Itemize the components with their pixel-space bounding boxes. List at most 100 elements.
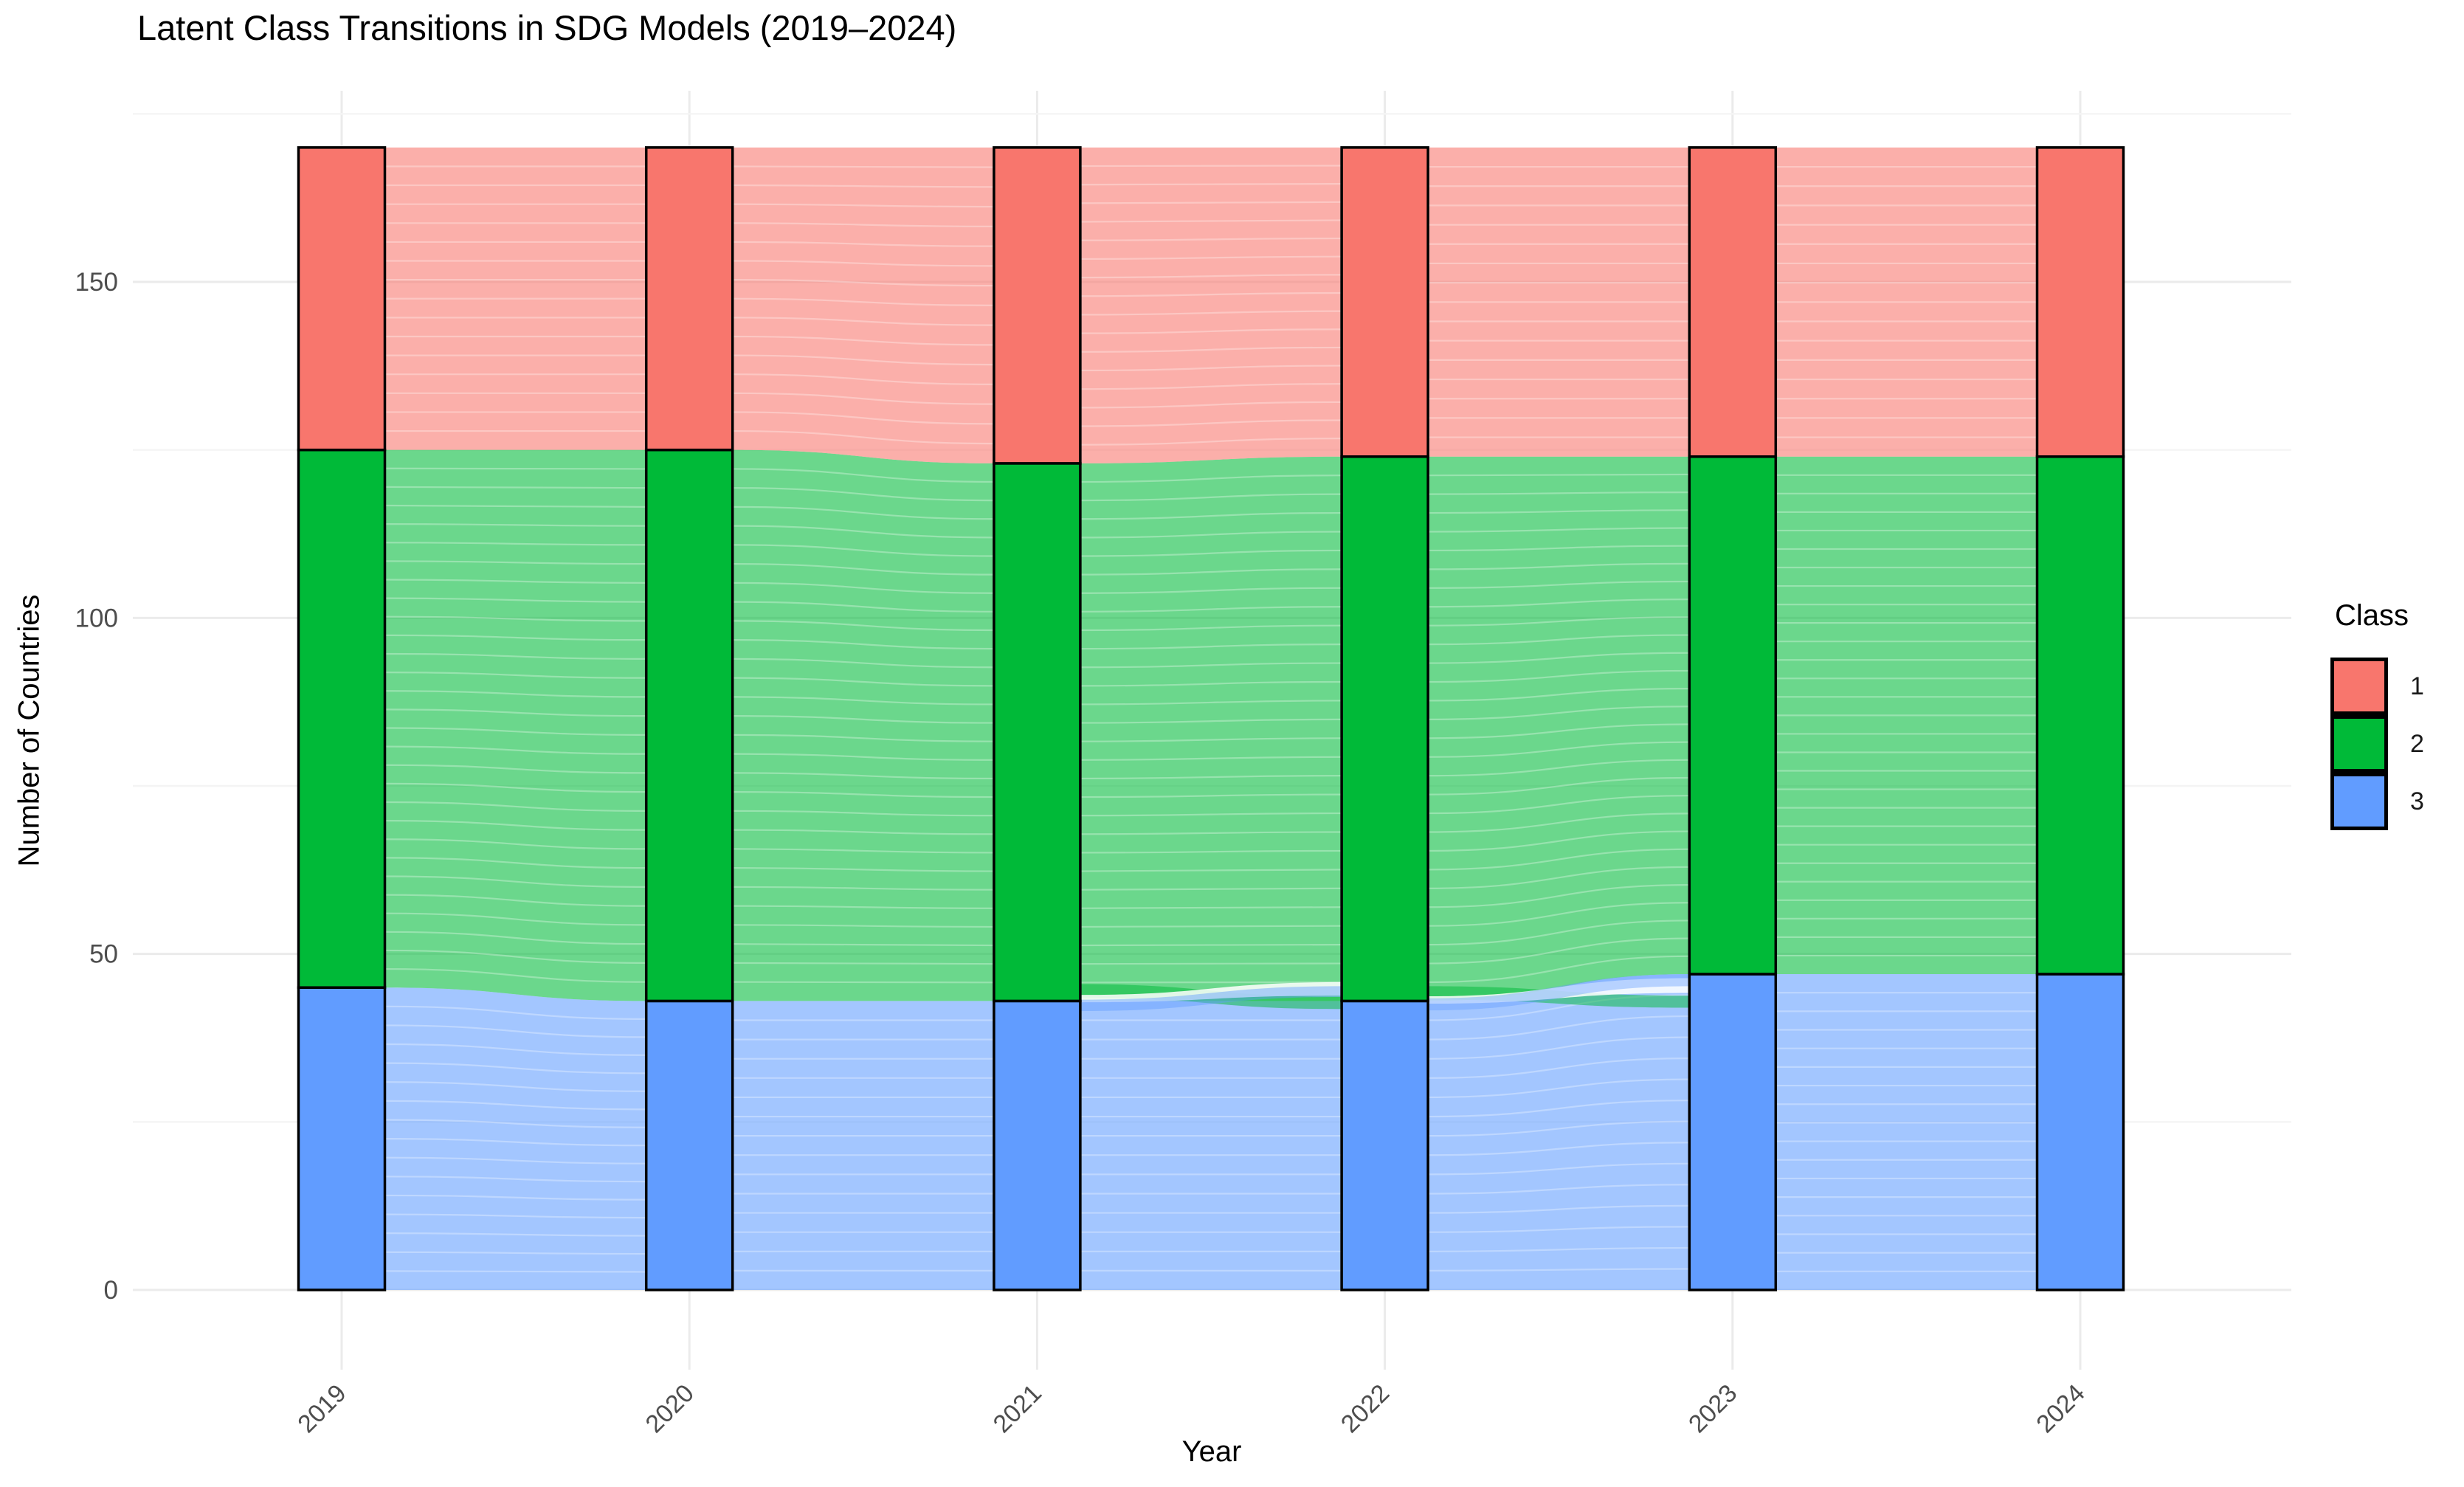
flow-stripe — [1079, 237, 1343, 241]
flow-stripe — [1427, 1078, 1691, 1099]
flow-stripe — [384, 967, 647, 983]
flow-stripe — [731, 905, 995, 909]
flow-stripe — [1427, 759, 1691, 777]
flow-stripe — [1427, 1204, 1691, 1214]
flow-stripe — [731, 886, 995, 891]
flow-stripe — [731, 544, 995, 557]
flow-stripe — [1427, 937, 1691, 965]
x-tick-label: 2021 — [988, 1379, 1047, 1438]
flow-stripe — [384, 1100, 647, 1111]
flow-stripe — [731, 810, 995, 817]
flow-stripe — [1079, 869, 1343, 872]
flow-stripe — [384, 764, 647, 774]
flow-stripe — [384, 1251, 647, 1255]
flow-stripe — [384, 690, 647, 698]
flow-stripe — [1079, 812, 1343, 817]
flow-stripe — [1427, 1162, 1691, 1176]
flow-stripe — [1079, 793, 1343, 798]
strata-bars — [297, 146, 2125, 1291]
flow-stripe — [384, 1062, 647, 1074]
flow-stripe — [1079, 310, 1343, 316]
flow-stripe — [1427, 1058, 1691, 1079]
flow-stripe — [1079, 568, 1343, 576]
stratum-bar — [644, 999, 734, 1291]
flow-stripe — [1079, 291, 1343, 297]
stratum-bar — [1340, 999, 1429, 1291]
flow-stripe — [384, 894, 647, 907]
flow-stripe — [731, 279, 995, 287]
flow-stripe — [384, 560, 647, 565]
flow-stripe — [731, 677, 995, 687]
flow-stripe — [1427, 545, 1691, 552]
flow-stripe — [384, 838, 647, 850]
crossing-streak — [1079, 981, 1343, 1003]
flow-stripe — [384, 745, 647, 755]
flow-stripe — [1427, 776, 1691, 796]
stratum-bar — [2035, 146, 2125, 458]
flow-stripe — [1079, 165, 1343, 168]
flow-ribbon — [731, 1001, 995, 1290]
flow-stripe — [1427, 509, 1691, 514]
flow-stripe — [384, 652, 647, 660]
flow-stripe — [731, 203, 995, 208]
stratum-bar — [1688, 973, 1778, 1291]
flow-stripe — [731, 639, 995, 650]
y-tick-label: 150 — [75, 268, 118, 297]
flow-stripe — [1427, 1100, 1691, 1118]
stratum-bar — [644, 146, 734, 452]
flow-ribbon — [1079, 147, 1343, 463]
x-tick-label: 2024 — [2031, 1379, 2090, 1438]
flow-stripe — [731, 962, 995, 965]
flow-stripe — [1079, 255, 1343, 261]
flow-stripe — [384, 949, 647, 965]
stratum-bar — [993, 462, 1082, 1003]
flow-stripe — [1079, 644, 1343, 650]
flow-stripe — [384, 782, 647, 793]
flow-ribbon — [384, 987, 647, 1290]
flow-stripe — [731, 924, 995, 928]
x-tick-label: 2020 — [641, 1379, 700, 1438]
flow-ribbon — [1079, 456, 1343, 1001]
flow-stripe — [1079, 274, 1343, 279]
legend-entry-label: 2 — [2410, 729, 2424, 758]
flow-stripe — [1427, 705, 1691, 720]
flow-stripe — [731, 601, 995, 613]
flow-stripe — [731, 829, 995, 835]
flow-ribbon — [1427, 456, 1691, 1001]
flow-ribbon — [731, 147, 995, 463]
flow-stripe — [1427, 669, 1691, 683]
flow-stripe — [1079, 662, 1343, 669]
flow-stripe — [1427, 795, 1691, 815]
flow-stripe — [731, 222, 995, 227]
flow-stripe — [1427, 723, 1691, 739]
flow-stripe — [1079, 383, 1343, 390]
flow-stripe — [731, 772, 995, 780]
flow-stripe — [731, 241, 995, 247]
flow-stripe — [384, 1156, 647, 1165]
flow-stripe — [731, 165, 995, 168]
flow-stripe — [1427, 883, 1691, 908]
flow-stripe — [731, 411, 995, 425]
flow-stripe — [1427, 616, 1691, 627]
x-tick-label: 2023 — [1683, 1379, 1742, 1438]
flow-ribbon — [1775, 147, 2038, 457]
flow-stripe — [384, 523, 647, 527]
flow-ribbon — [1079, 1001, 1343, 1290]
x-tick-labels: 2019 2020 2021 2022 2023 2024 — [292, 1379, 2090, 1438]
legend-items: 1 2 3 — [2330, 658, 2424, 830]
flow-stripe — [731, 981, 995, 984]
flow-stripe — [384, 1213, 647, 1219]
chart-title: Latent Class Transitions in SDG Models (… — [137, 8, 957, 47]
flow-stripe — [731, 715, 995, 724]
flow-stripe — [1079, 531, 1343, 539]
flow-stripe — [1079, 346, 1343, 353]
crossing-streak — [1427, 978, 1691, 1004]
flow-stripe — [384, 1005, 647, 1020]
flow-stripe — [731, 753, 995, 761]
flow-stripe — [384, 486, 647, 489]
legend-swatch-icon — [2330, 773, 2388, 830]
flow-stripe — [1427, 920, 1691, 946]
flow-stripe — [384, 727, 647, 736]
